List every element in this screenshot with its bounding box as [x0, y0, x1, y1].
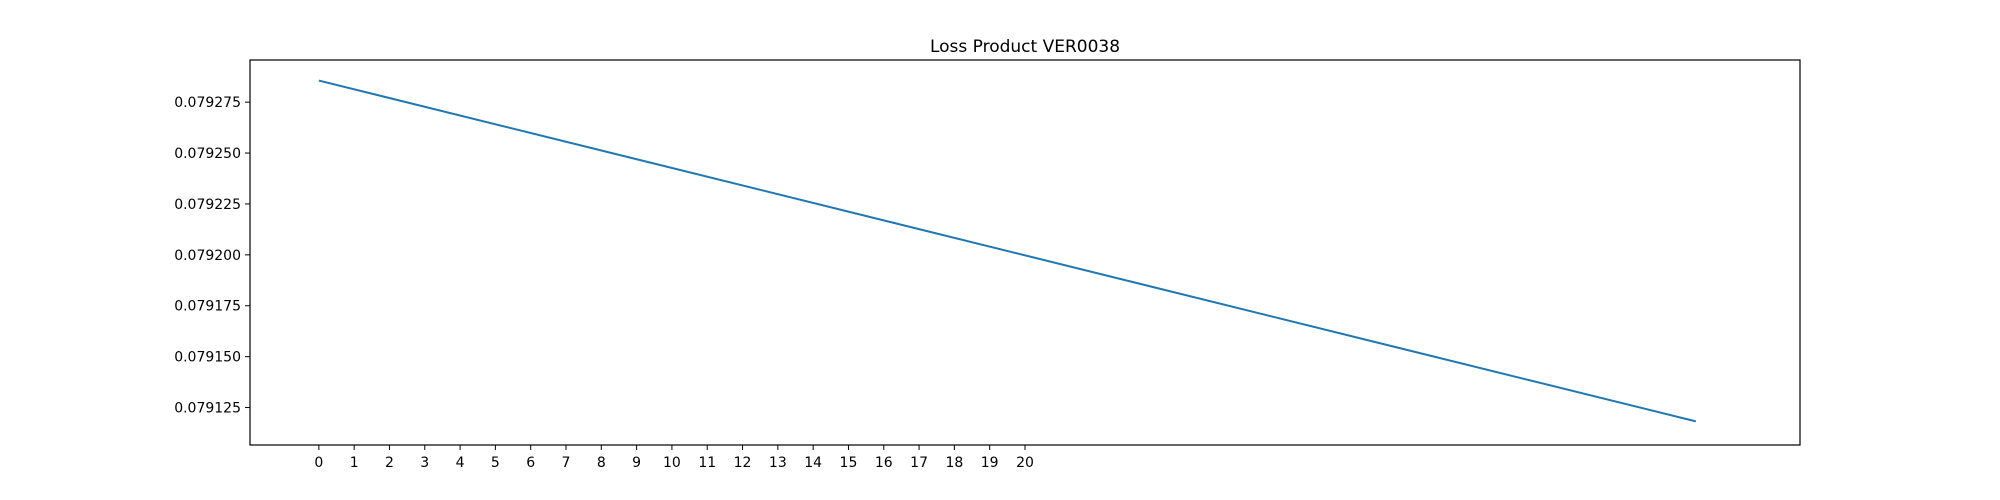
- x-tick-label: 3: [420, 455, 429, 471]
- x-tick-label: 0: [314, 455, 323, 471]
- y-tick-label: 0.079175: [174, 299, 241, 315]
- x-tick-label: 14: [804, 455, 822, 471]
- x-tick-label: 15: [840, 455, 858, 471]
- y-tick-label: 0.079250: [174, 146, 241, 162]
- x-tick-label: 16: [875, 455, 893, 471]
- x-tick-label: 9: [632, 455, 641, 471]
- x-tick-label: 19: [981, 455, 999, 471]
- y-tick-label: 0.079150: [174, 350, 241, 366]
- x-tick-label: 5: [491, 455, 500, 471]
- y-tick-label: 0.079200: [174, 248, 241, 264]
- x-tick-label: 8: [597, 455, 606, 471]
- x-tick-label: 7: [562, 455, 571, 471]
- x-tick-label: 11: [698, 455, 716, 471]
- x-tick-label: 6: [526, 455, 535, 471]
- x-tick-label: 17: [910, 455, 928, 471]
- x-tick-label: 12: [734, 455, 752, 471]
- y-tick-label: 0.079225: [174, 197, 241, 213]
- x-tick-label: 20: [1016, 455, 1034, 471]
- y-axis-ticks: 0.079125 0.079150 0.079175 0.079200 0.079225…: [174, 95, 250, 417]
- y-tick-label: 0.079125: [174, 401, 241, 417]
- x-tick-label: 2: [385, 455, 394, 471]
- y-tick-label: 0.079275: [174, 95, 241, 111]
- x-tick-label: 10: [663, 455, 681, 471]
- series-layer: [318, 79, 1697, 423]
- x-axis-ticks: 0 1 2 3 4 5 6 7 8 9 10 11 12 13 14 15 16 17 18 19 20: [314, 445, 1034, 471]
- x-tick-label: 18: [945, 455, 963, 471]
- x-tick-label: 4: [456, 455, 465, 471]
- chart-title: Loss Product VER0038: [930, 37, 1120, 57]
- plot-frame: [249, 59, 1801, 446]
- series-line-0: [318, 79, 1697, 423]
- x-tick-label: 13: [769, 455, 787, 471]
- x-tick-label: 1: [350, 455, 359, 471]
